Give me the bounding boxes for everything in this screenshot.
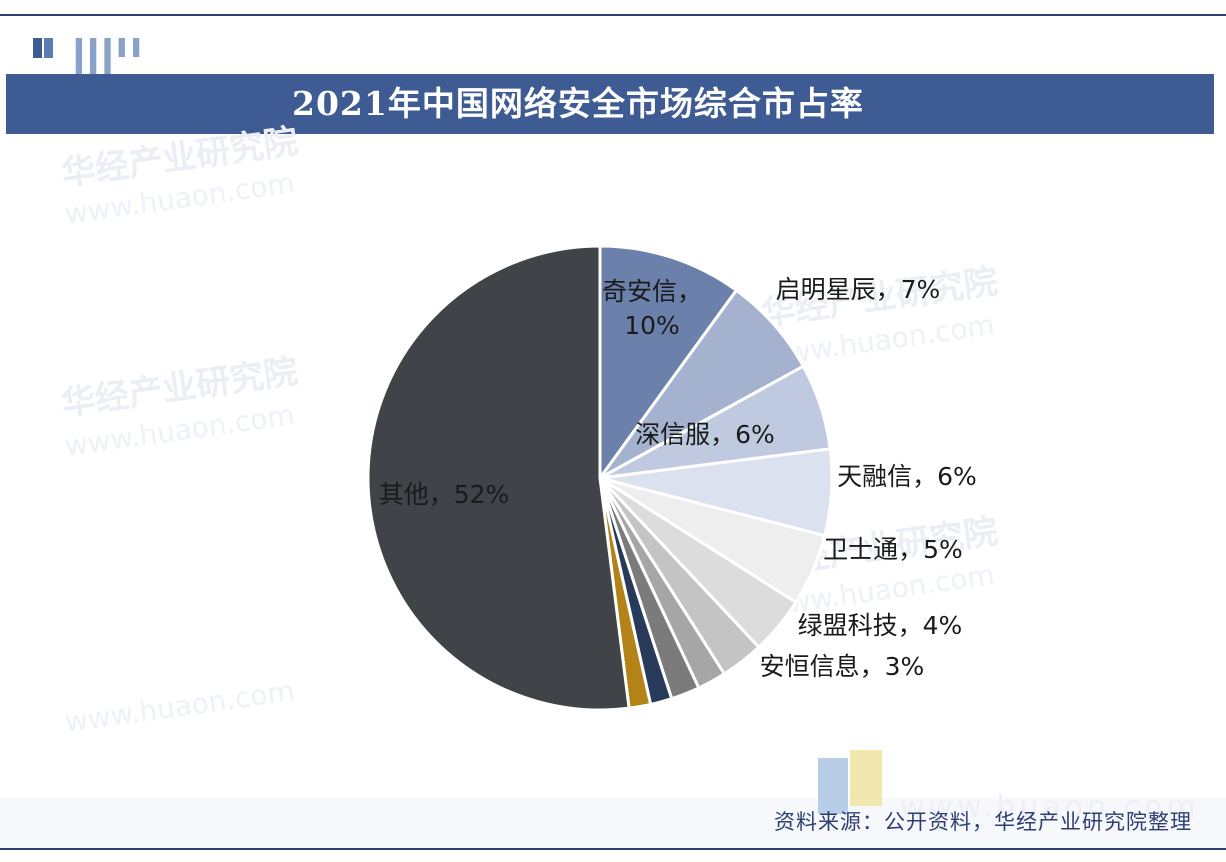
pie-label: 绿盟科技，4% <box>798 611 963 640</box>
chart-title: 2021年中国网络安全市场综合市占率 <box>292 84 864 123</box>
pie-label: 安恒信息，3% <box>760 652 925 681</box>
pie-label: 卫士通，5% <box>823 535 963 564</box>
top-frame-line <box>0 14 1226 16</box>
pie-label: 其他，52% <box>379 480 510 509</box>
pie-label: 深信服，6% <box>635 420 775 449</box>
pie-label: 奇安信， 10% <box>602 277 702 340</box>
pie-label: 启明星辰，7% <box>776 275 941 304</box>
publisher-logo: ▌▌▌▌▌ ▌▌▌ <box>30 36 190 76</box>
source-logo-icon <box>818 750 884 816</box>
pie-label: 天融信，6% <box>837 462 977 491</box>
logo-text: ▌▌▌▌▌ ▌▌▌ <box>76 38 148 76</box>
title-banner: 2021年中国网络安全市场综合市占率 <box>6 74 1214 134</box>
pie-slice-启明星辰 <box>598 288 806 480</box>
bottom-frame-line <box>0 848 1226 850</box>
pie-slice-其他 <box>366 244 631 712</box>
source-band <box>0 798 1226 848</box>
logo-mark-icon <box>30 36 58 60</box>
source-note: 资料来源：公开资料，华经产业研究院整理 <box>774 810 1192 834</box>
source-watermark-url: www.huaon.com <box>900 790 1200 825</box>
pie-labels: 奇安信， 10% 启明星辰，7% 深信服，6% 天融信，6% 卫士通，5% 绿盟科技，4% 安… <box>379 275 977 681</box>
pie-slices <box>366 244 834 712</box>
pie-slice-奇安信 <box>598 244 739 483</box>
